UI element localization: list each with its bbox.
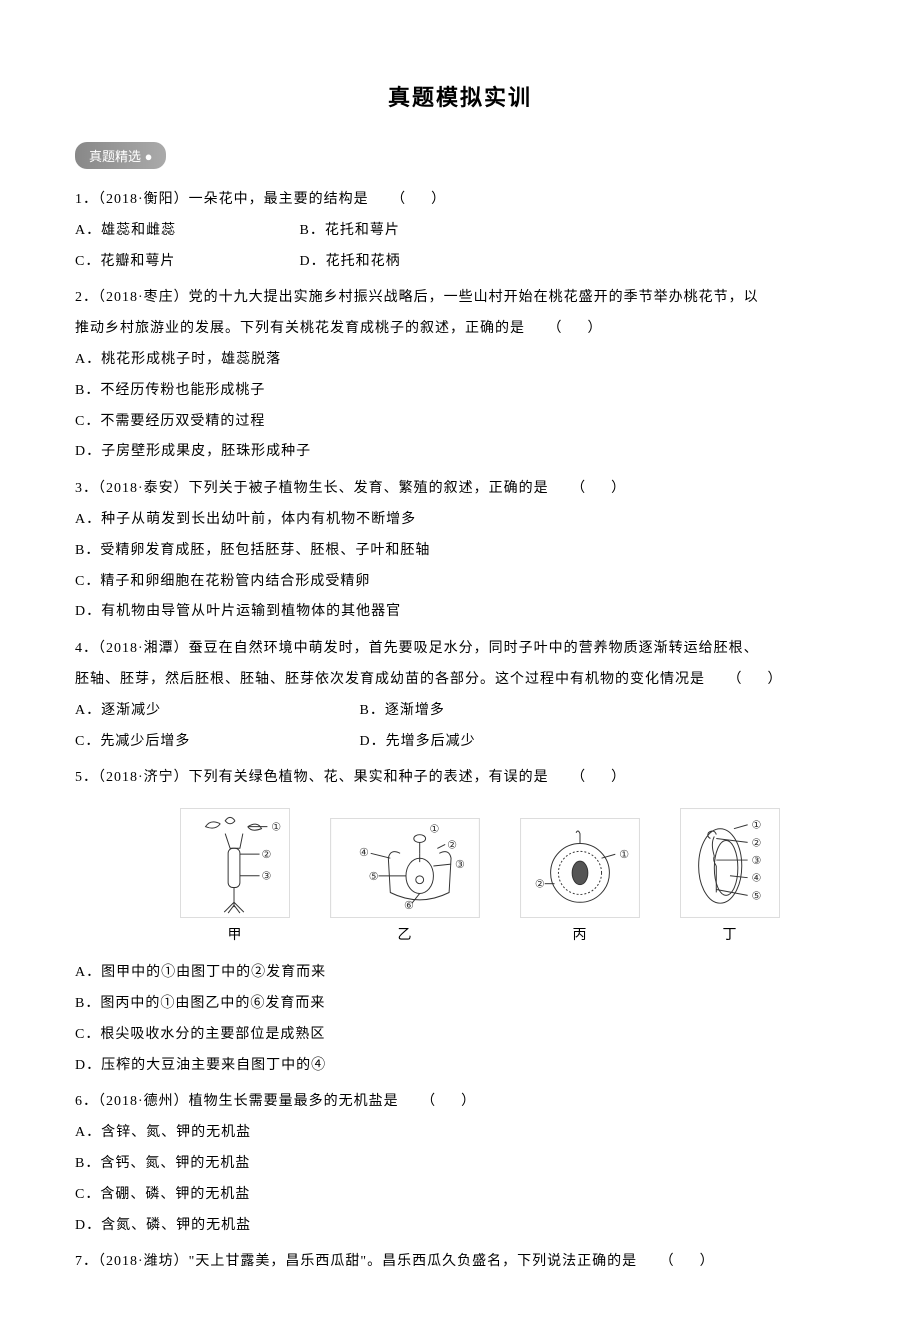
svg-text:⑤: ⑤ (752, 890, 762, 902)
q2-stem-line2: 推动乡村旅游业的发展。下列有关桃花发育成桃子的叙述，正确的是 （ ） (75, 314, 845, 345)
svg-text:①: ① (752, 820, 762, 832)
q2-opt-c: C．不需要经历双受精的过程 (75, 407, 845, 438)
question-5: 5．（2018·济宁）下列有关绿色植物、花、果实和种子的表述，有误的是 （ ） (75, 763, 845, 1081)
q6-options: A．含锌、氮、钾的无机盐 B．含钙、氮、钾的无机盐 C．含硼、磷、钾的无机盐 D… (75, 1118, 845, 1241)
answer-blank: （ ） (391, 192, 451, 207)
svg-text:①: ① (271, 822, 281, 834)
q4-stem-line2: 胚轴、胚芽，然后胚根、胚轴、胚芽依次发育成幼苗的各部分。这个过程中有机物的变化情… (75, 665, 845, 696)
q4-opt-b: B．逐渐增多 (360, 696, 640, 727)
q5-opt-d: D．压榨的大豆油主要来自图丁中的④ (75, 1051, 845, 1082)
q2-opt-b: B．不经历传粉也能形成桃子 (75, 376, 845, 407)
q4-options-row1: A．逐渐减少 B．逐渐增多 (75, 696, 845, 727)
svg-text:③: ③ (455, 859, 465, 871)
question-4: 4．（2018·湘潭）蚕豆在自然环境中萌发时，首先要吸足水分，同时子叶中的营养物… (75, 634, 845, 757)
question-3: 3．（2018·泰安）下列关于被子植物生长、发育、繁殖的叙述，正确的是 （ ） … (75, 474, 845, 628)
q3-options: A．种子从萌发到长出幼叶前，体内有机物不断增多 B．受精卵发育成胚，胚包括胚芽、… (75, 505, 845, 628)
q3-opt-b: B．受精卵发育成胚，胚包括胚芽、胚根、子叶和胚轴 (75, 536, 845, 567)
q2-opt-a: A．桃花形成桃子时，雄蕊脱落 (75, 345, 845, 376)
figure-jia: ① ② ③ 甲 (180, 808, 290, 944)
figure-ding: ① ② ③ ④ ⑤ 丁 (680, 808, 780, 944)
svg-text:④: ④ (359, 847, 369, 859)
figure-yi-label: 乙 (398, 924, 413, 944)
q2-options: A．桃花形成桃子时，雄蕊脱落 B．不经历传粉也能形成桃子 C．不需要经历双受精的… (75, 345, 845, 468)
figure-bing: ① ② 丙 (520, 818, 640, 944)
answer-blank: （ ） (728, 672, 788, 687)
q2-stem-line1: 2．（2018·枣庄）党的十九大提出实施乡村振兴战略后，一些山村开始在桃花盛开的… (75, 283, 845, 314)
answer-blank: （ ） (571, 481, 631, 496)
figure-bing-svg: ① ② (520, 818, 640, 918)
figure-yi-svg: ① ② ③ ④ ⑤ ⑥ (330, 818, 480, 918)
q1-stem-text: 1．（2018·衡阳）一朵花中，最主要的结构是 (75, 192, 369, 207)
q1-options-row1: A．雄蕊和雌蕊 B．花托和萼片 (75, 216, 845, 247)
svg-text:②: ② (752, 837, 762, 849)
question-6: 6．（2018·德州）植物生长需要量最多的无机盐是 （ ） A．含锌、氮、钾的无… (75, 1087, 845, 1241)
q3-opt-a: A．种子从萌发到长出幼叶前，体内有机物不断增多 (75, 505, 845, 536)
svg-text:②: ② (535, 879, 545, 891)
svg-text:④: ④ (752, 873, 762, 885)
q1-opt-d: D．花托和花柄 (300, 247, 520, 278)
svg-text:②: ② (262, 849, 272, 861)
question-1: 1．（2018·衡阳）一朵花中，最主要的结构是 （ ） A．雄蕊和雌蕊 B．花托… (75, 185, 845, 277)
q4-opt-c: C．先减少后增多 (75, 727, 355, 758)
q5-opt-c: C．根尖吸收水分的主要部位是成熟区 (75, 1020, 845, 1051)
figure-bing-label: 丙 (573, 924, 588, 944)
q5-options: A．图甲中的①由图丁中的②发育而来 B．图丙中的①由图乙中的⑥发育而来 C．根尖… (75, 958, 845, 1081)
q5-stem: 5．（2018·济宁）下列有关绿色植物、花、果实和种子的表述，有误的是 （ ） (75, 763, 845, 794)
q1-opt-c: C．花瓣和萼片 (75, 247, 295, 278)
figure-ding-label: 丁 (723, 924, 738, 944)
q5-opt-a: A．图甲中的①由图丁中的②发育而来 (75, 958, 845, 989)
answer-blank: （ ） (571, 770, 631, 785)
q5-figure-row: ① ② ③ 甲 ① ② (75, 808, 845, 944)
q1-opt-b: B．花托和萼片 (300, 216, 520, 247)
q3-stem: 3．（2018·泰安）下列关于被子植物生长、发育、繁殖的叙述，正确的是 （ ） (75, 474, 845, 505)
q4-stem-line1: 4．（2018·湘潭）蚕豆在自然环境中萌发时，首先要吸足水分，同时子叶中的营养物… (75, 634, 845, 665)
question-7: 7．（2018·潍坊）"天上甘露美，昌乐西瓜甜"。昌乐西瓜久负盛名，下列说法正确… (75, 1247, 845, 1278)
q6-opt-c: C．含硼、磷、钾的无机盐 (75, 1180, 845, 1211)
section-badge: 真题精选 ● (75, 142, 166, 169)
figure-ding-svg: ① ② ③ ④ ⑤ (680, 808, 780, 918)
q4-options-row2: C．先减少后增多 D．先增多后减少 (75, 727, 845, 758)
q5-opt-b: B．图丙中的①由图乙中的⑥发育而来 (75, 989, 845, 1020)
question-2: 2．（2018·枣庄）党的十九大提出实施乡村振兴战略后，一些山村开始在桃花盛开的… (75, 283, 845, 468)
figure-jia-svg: ① ② ③ (180, 808, 290, 918)
svg-text:③: ③ (262, 871, 272, 883)
svg-text:②: ② (447, 840, 457, 852)
q1-options-row2: C．花瓣和萼片 D．花托和花柄 (75, 247, 845, 278)
q6-opt-a: A．含锌、氮、钾的无机盐 (75, 1118, 845, 1149)
q2-opt-d: D．子房壁形成果皮，胚珠形成种子 (75, 437, 845, 468)
q7-stem: 7．（2018·潍坊）"天上甘露美，昌乐西瓜甜"。昌乐西瓜久负盛名，下列说法正确… (75, 1247, 845, 1278)
q1-opt-a: A．雄蕊和雌蕊 (75, 216, 295, 247)
answer-blank: （ ） (660, 1254, 720, 1269)
q1-stem: 1．（2018·衡阳）一朵花中，最主要的结构是 （ ） (75, 185, 845, 216)
svg-text:①: ① (619, 849, 629, 861)
svg-text:①: ① (430, 824, 440, 836)
q3-opt-d: D．有机物由导管从叶片运输到植物体的其他器官 (75, 597, 845, 628)
svg-text:⑤: ⑤ (369, 871, 379, 883)
q4-opt-a: A．逐渐减少 (75, 696, 355, 727)
figure-jia-label: 甲 (228, 924, 243, 944)
answer-blank: （ ） (421, 1094, 481, 1109)
q6-opt-b: B．含钙、氮、钾的无机盐 (75, 1149, 845, 1180)
q6-opt-d: D．含氮、磷、钾的无机盐 (75, 1211, 845, 1242)
svg-text:③: ③ (752, 855, 762, 867)
answer-blank: （ ） (548, 321, 608, 336)
q6-stem: 6．（2018·德州）植物生长需要量最多的无机盐是 （ ） (75, 1087, 845, 1118)
q3-opt-c: C．精子和卵细胞在花粉管内结合形成受精卵 (75, 567, 845, 598)
q4-opt-d: D．先增多后减少 (360, 727, 640, 758)
figure-yi: ① ② ③ ④ ⑤ ⑥ 乙 (330, 818, 480, 944)
page-title: 真题模拟实训 (75, 80, 845, 112)
